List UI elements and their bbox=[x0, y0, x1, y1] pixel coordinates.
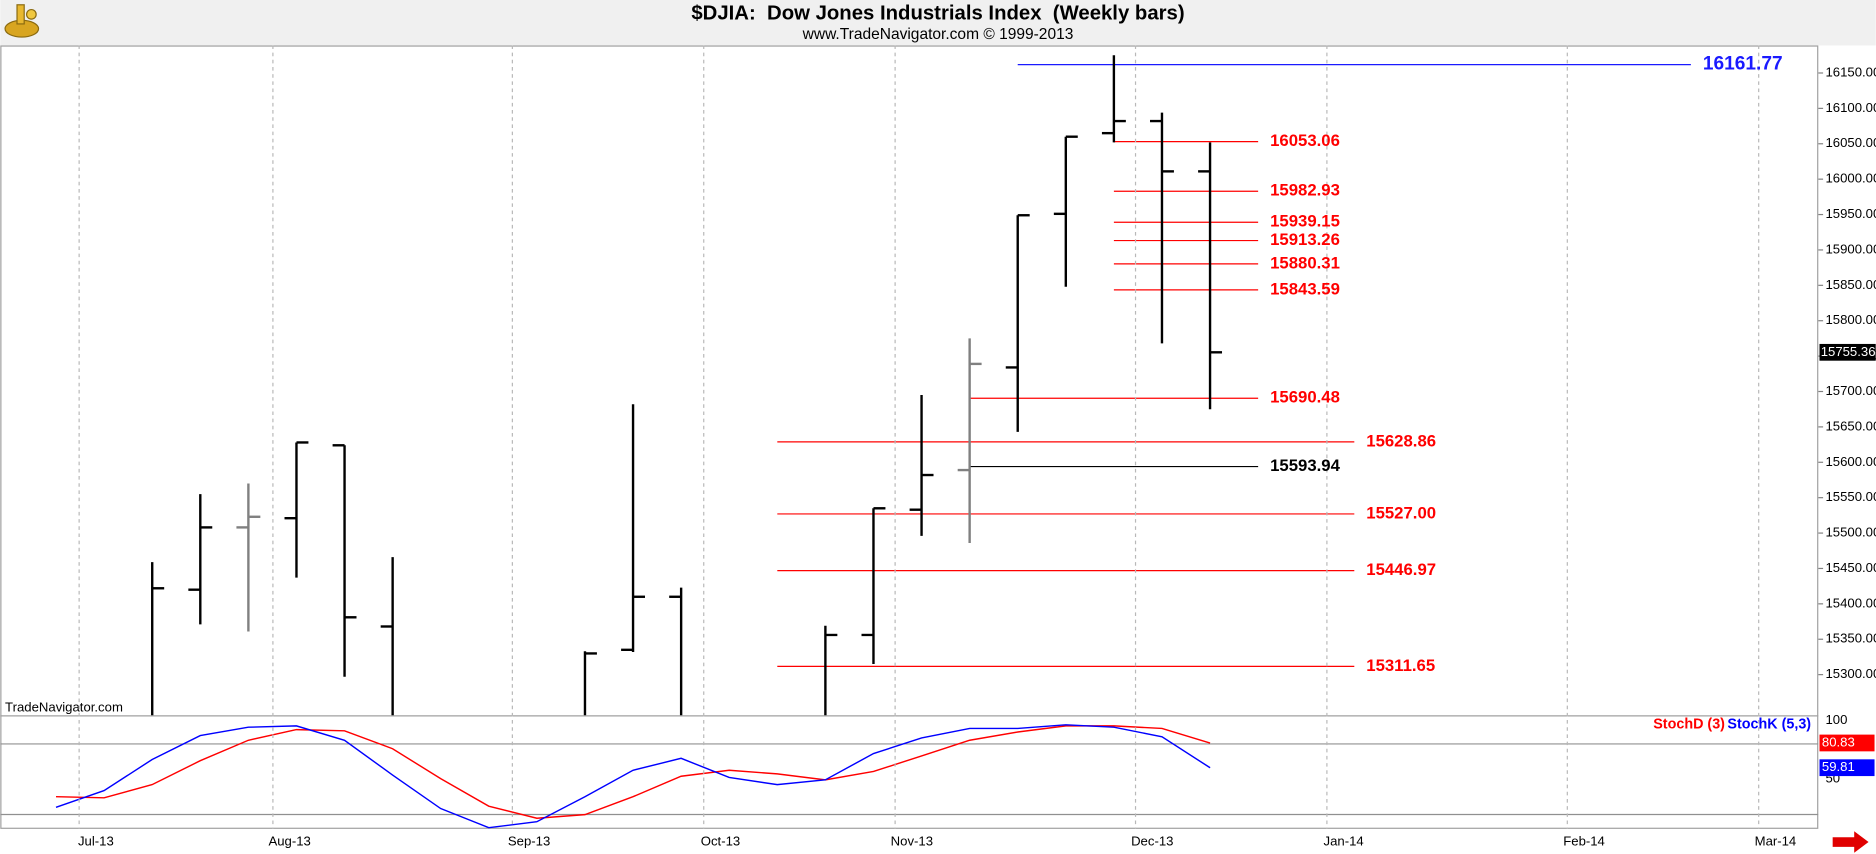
stoch-line bbox=[55, 725, 1211, 819]
last-price-label: 15755.36 bbox=[1821, 344, 1876, 359]
level-label: 15880.31 bbox=[1270, 253, 1340, 272]
last-value-box bbox=[1819, 734, 1875, 752]
y-tick-label: 15900.00 bbox=[1825, 241, 1876, 256]
y-tick-label: 16100.00 bbox=[1825, 100, 1876, 115]
y-tick-label: 15950.00 bbox=[1825, 206, 1876, 221]
y-tick-label: 15800.00 bbox=[1825, 312, 1876, 327]
x-tick-label: Feb-14 bbox=[1563, 834, 1605, 849]
stoch-pane bbox=[0, 724, 1819, 829]
y-tick-label: 15400.00 bbox=[1825, 595, 1876, 610]
y-tick-label: 16000.00 bbox=[1825, 171, 1876, 186]
y-tick-label: 15700.00 bbox=[1825, 383, 1876, 398]
subtitle: www.TradeNavigator.com © 1999-2013 bbox=[802, 26, 1074, 43]
legend-entry: StochK (5,3) bbox=[1727, 717, 1811, 733]
level-label: 15939.15 bbox=[1270, 212, 1340, 231]
level-label: 15446.97 bbox=[1366, 560, 1436, 579]
y-tick-label: 15350.00 bbox=[1825, 631, 1876, 646]
watermark: TradeNavigator.com bbox=[5, 700, 123, 715]
plot-frame bbox=[0, 45, 1819, 829]
x-tick-label: Mar-14 bbox=[1755, 834, 1797, 849]
y-tick-label: 15600.00 bbox=[1825, 454, 1876, 469]
level-label: 15843.59 bbox=[1270, 279, 1340, 298]
level-label: 15593.94 bbox=[1270, 456, 1340, 475]
x-tick-label: Sep-13 bbox=[508, 834, 550, 849]
y-tick-label: 16150.00 bbox=[1825, 64, 1876, 79]
stoch-line bbox=[55, 724, 1211, 829]
y-tick-label: 15550.00 bbox=[1825, 489, 1876, 504]
header-bar bbox=[0, 0, 1876, 46]
level-label: 15527.00 bbox=[1366, 503, 1436, 522]
stoch-tick-label: 100 bbox=[1825, 712, 1847, 727]
legend-entry: StochD (3) bbox=[1653, 717, 1725, 733]
y-tick-label: 16050.00 bbox=[1825, 135, 1876, 150]
x-tick-label: Dec-13 bbox=[1131, 834, 1173, 849]
scroll-arrow[interactable] bbox=[1832, 831, 1869, 853]
y-tick-label: 15450.00 bbox=[1825, 560, 1876, 575]
level-label: 16053.06 bbox=[1270, 131, 1340, 150]
price-pane bbox=[151, 55, 1691, 716]
level-label: 15982.93 bbox=[1270, 181, 1340, 200]
x-tick-label: Jan-14 bbox=[1324, 834, 1364, 849]
level-label: 15628.86 bbox=[1366, 431, 1436, 450]
x-tick-label: Jul-13 bbox=[78, 834, 114, 849]
level-label: 15311.65 bbox=[1366, 656, 1435, 675]
x-tick-label: Oct-13 bbox=[701, 834, 740, 849]
title: $DJIA: Dow Jones Industrials Index (Week… bbox=[691, 3, 1184, 25]
y-tick-label: 15300.00 bbox=[1825, 666, 1876, 681]
y-tick-label: 15500.00 bbox=[1825, 525, 1876, 540]
level-label: 15913.26 bbox=[1270, 230, 1340, 249]
last-value-box bbox=[1819, 759, 1875, 777]
axes: Jul-13 Aug-13 Sep-13 Oct-13 Nov-13 Dec-13 Jan-… bbox=[78, 45, 1876, 849]
last-price-box bbox=[1819, 343, 1876, 361]
last-value-label: 80.83 bbox=[1822, 734, 1855, 749]
last-value-label: 59.81 bbox=[1822, 759, 1855, 774]
level-label: 16161.77 bbox=[1703, 54, 1783, 75]
level-label: 15690.48 bbox=[1270, 388, 1340, 407]
x-tick-label: Aug-13 bbox=[268, 834, 310, 849]
y-tick-label: 15850.00 bbox=[1825, 277, 1876, 292]
logo bbox=[4, 4, 40, 38]
y-tick-label: 15650.00 bbox=[1825, 418, 1876, 433]
x-tick-label: Nov-13 bbox=[891, 834, 933, 849]
